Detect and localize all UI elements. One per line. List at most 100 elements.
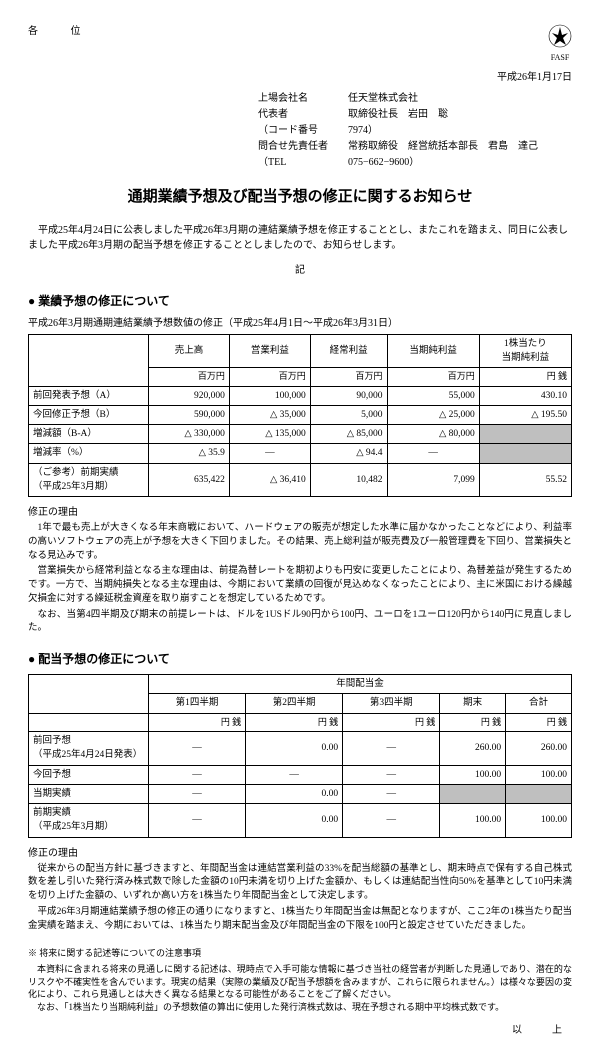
header-label: 問合せ先責任者 xyxy=(258,139,348,154)
table-row: 今回修正予想（B）590,000△ 35,0005,000△ 25,000△ 1… xyxy=(29,405,572,424)
table-cell: — xyxy=(343,804,440,838)
header-value: 7974） xyxy=(348,123,378,138)
row-label: 前回予想（平成25年4月24日発表） xyxy=(29,732,149,766)
table-unit: 百万円 xyxy=(310,368,387,387)
table-row: 増減額（B-A）△ 330,000△ 135,000△ 85,000△ 80,0… xyxy=(29,425,572,444)
table-cell: — xyxy=(246,765,343,784)
table-col-header: 期末 xyxy=(440,694,506,713)
table-cell: 100,000 xyxy=(229,386,310,405)
table-cell: 10,482 xyxy=(310,463,387,497)
fasf-logo: FASF xyxy=(548,24,572,64)
table-unit: 円 銭 xyxy=(149,713,246,732)
table-cell: — xyxy=(343,732,440,766)
table-cell: △ 80,000 xyxy=(387,425,479,444)
header-label: 上場会社名 xyxy=(258,91,348,106)
table-cell: 7,099 xyxy=(387,463,479,497)
header-value: 075−662−9600） xyxy=(348,155,419,170)
table-cell xyxy=(479,425,571,444)
header-label: （TEL xyxy=(258,155,348,170)
table-cell: 100.00 xyxy=(440,765,506,784)
section1-reason-head: 修正の理由 xyxy=(28,505,572,520)
header-value: 取締役社長 岩田 聡 xyxy=(348,107,448,122)
table-cell: — xyxy=(387,444,479,463)
header-value: 任天堂株式会社 xyxy=(348,91,418,106)
issue-date: 平成26年1月17日 xyxy=(28,70,572,85)
ki-marker: 記 xyxy=(28,263,572,278)
table-row: （ご参考）前期実績（平成25年3月期）635,422△ 36,41010,482… xyxy=(29,463,572,497)
paragraph: 1年で最も売上が大きくなる年末商戦において、ハードウェアの販売が想定した水準に届… xyxy=(28,522,572,563)
table-cell: 5,000 xyxy=(310,405,387,424)
table-row: 前回発表予想（A）920,000100,00090,00055,000430.1… xyxy=(29,386,572,405)
table-cell: △ 94.4 xyxy=(310,444,387,463)
table-cell: 0.00 xyxy=(246,804,343,838)
table-cell: 590,000 xyxy=(149,405,230,424)
table-cell: △ 25,000 xyxy=(387,405,479,424)
table-col-header: 営業利益 xyxy=(229,334,310,368)
table-unit: 円 銭 xyxy=(246,713,343,732)
fasf-label: FASF xyxy=(548,52,572,64)
table-cell: 55.52 xyxy=(479,463,571,497)
table-row: 当期実績—0.00— xyxy=(29,784,572,803)
table-col-header: 第1四半期 xyxy=(149,694,246,713)
row-label: 前回発表予想（A） xyxy=(29,386,149,405)
dividend-revision-table: 年間配当金第1四半期第2四半期第3四半期期末合計円 銭円 銭円 銭円 銭円 銭前… xyxy=(28,674,572,838)
table-cell xyxy=(479,444,571,463)
table-col-header: 第2四半期 xyxy=(246,694,343,713)
table-row: 増減率（%）△ 35.9—△ 94.4— xyxy=(29,444,572,463)
table-group-header: 年間配当金 xyxy=(149,675,572,694)
table-cell: 90,000 xyxy=(310,386,387,405)
table-cell: — xyxy=(149,765,246,784)
table-cell: — xyxy=(343,784,440,803)
table-unit: 百万円 xyxy=(149,368,230,387)
table-col-header: 第3四半期 xyxy=(343,694,440,713)
table-cell: — xyxy=(149,732,246,766)
table-cell: — xyxy=(149,804,246,838)
table-cell: — xyxy=(149,784,246,803)
table-row: 前期実績（平成25年3月期）—0.00—100.00100.00 xyxy=(29,804,572,838)
row-label: 前期実績（平成25年3月期） xyxy=(29,804,149,838)
table-cell: △ 330,000 xyxy=(149,425,230,444)
paragraph: なお、「1株当たり当期純利益」の予想数値の算出に使用した発行済株式数は、現在予想… xyxy=(28,1001,572,1014)
paragraph: 営業損失から経常利益となる主な理由は、前提為替レートを期初よりも円安に変更したこ… xyxy=(28,565,572,606)
table-cell: 100.00 xyxy=(506,804,572,838)
table-cell: △ 36,410 xyxy=(229,463,310,497)
table-cell: △ 35,000 xyxy=(229,405,310,424)
disclaimer-head: ※ 将来に関する記述等についての注意事項 xyxy=(28,947,572,961)
disclaimer-body: 本資料に含まれる将来の見通しに関する記述は、現時点で入手可能な情報に基づき当社の… xyxy=(28,963,572,1013)
table-col-header: 経常利益 xyxy=(310,334,387,368)
table-unit: 円 銭 xyxy=(343,713,440,732)
table-cell xyxy=(506,784,572,803)
table-unit: 円 銭 xyxy=(440,713,506,732)
table-cell: △ 195.50 xyxy=(479,405,571,424)
table-cell: 0.00 xyxy=(246,784,343,803)
table-cell xyxy=(440,784,506,803)
header-value: 常務取締役 経営統括本部長 君島 達己 xyxy=(348,139,538,154)
table-row: 前回予想（平成25年4月24日発表）—0.00—260.00260.00 xyxy=(29,732,572,766)
row-label: （ご参考）前期実績（平成25年3月期） xyxy=(29,463,149,497)
table-unit: 円 銭 xyxy=(479,368,571,387)
addressee: 各 位 xyxy=(28,24,96,39)
header-label: （コード番号 xyxy=(258,123,348,138)
table-cell: 100.00 xyxy=(440,804,506,838)
table-unit: 百万円 xyxy=(229,368,310,387)
table-cell: — xyxy=(343,765,440,784)
paragraph: 本資料に含まれる将来の見通しに関する記述は、現時点で入手可能な情報に基づき当社の… xyxy=(28,963,572,1001)
row-label: 当期実績 xyxy=(29,784,149,803)
table-col-header: 売上高 xyxy=(149,334,230,368)
closing: 以 上 xyxy=(28,1023,572,1038)
table-cell: 920,000 xyxy=(149,386,230,405)
paragraph: 平成26年3月期連結業績予想の修正の通りになりますと、1株当たり年間配当金は無配… xyxy=(28,906,572,934)
issuer-info: 上場会社名任天堂株式会社代表者取締役社長 岩田 聡（コード番号7974）問合せ先… xyxy=(258,91,572,170)
table-cell: 430.10 xyxy=(479,386,571,405)
row-label: 増減率（%） xyxy=(29,444,149,463)
paragraph: なお、当第4四半期及び期末の前提レートは、ドルを1USドル90円から100円、ユ… xyxy=(28,609,572,637)
section1-reason-body: 1年で最も売上が大きくなる年末商戦において、ハードウェアの販売が想定した水準に届… xyxy=(28,522,572,636)
table-cell: △ 35.9 xyxy=(149,444,230,463)
section1-heading: ● 業績予想の修正について xyxy=(28,292,572,310)
intro-paragraph: 平成25年4月24日に公表しました平成26年3月期の連結業績予想を修正することと… xyxy=(28,223,572,253)
table-col-header: 1株当たり当期純利益 xyxy=(479,334,571,368)
table-unit: 円 銭 xyxy=(506,713,572,732)
forecast-revision-table: 売上高営業利益経常利益当期純利益1株当たり当期純利益百万円百万円百万円百万円円 … xyxy=(28,334,572,498)
table-cell: — xyxy=(229,444,310,463)
table-cell: 260.00 xyxy=(506,732,572,766)
